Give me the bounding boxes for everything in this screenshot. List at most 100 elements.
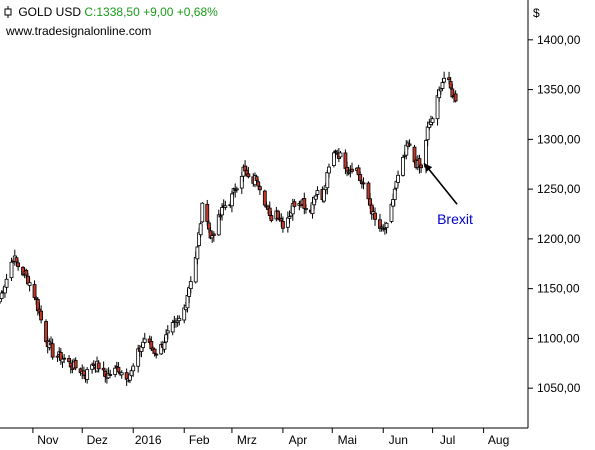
candle-body [438,88,443,92]
candle-body [27,282,32,286]
candle-body [62,357,67,360]
candle-body [325,171,330,189]
source-url: www.tradesignalonline.com [6,24,152,38]
candle-body [425,126,430,141]
y-tick-label: 1100,00 [537,331,580,345]
candle-body [170,322,175,333]
candle-body [142,338,147,343]
candle-body [32,284,37,298]
y-tick-label: 1400,00 [537,33,581,47]
candle-body [292,201,297,207]
candle-body [165,330,170,334]
candle-body [81,370,86,376]
candle-body [91,363,96,366]
candle-body [356,167,361,176]
candle-body [0,298,2,303]
candle-body [50,343,55,358]
candle-body [440,82,445,89]
candle-body [131,365,136,372]
x-tick-label: Mai [338,433,357,447]
y-tick-label: 1300,00 [537,132,581,146]
candle-body [281,221,285,229]
candle-body [4,278,9,288]
candle-body [256,181,261,187]
candle-body [185,294,190,309]
x-tick-label: 2016 [135,433,162,447]
candle-body [206,222,211,230]
candle-body [113,367,118,375]
annotation-arrow [423,162,458,205]
candle-body [447,77,451,81]
chart-title: GOLD USD [18,5,82,19]
candle-body [279,218,284,222]
candle-body [39,310,44,321]
candle-body [391,199,396,207]
candle-body [24,269,29,276]
candle-body [164,334,169,343]
candle-body [16,262,20,268]
candle-body [322,188,326,202]
candle-body [210,235,215,239]
candle-body [345,166,349,172]
candle-body [419,164,423,169]
candle-body [262,190,267,206]
candle-body [216,214,221,236]
candle-body [67,357,71,362]
candle-body [382,227,387,230]
candle-body [188,281,193,290]
candle-body [220,207,224,216]
candle-body [346,171,351,174]
candle-body [254,176,259,181]
candle-body [404,144,409,156]
candle-body [200,202,205,223]
candle-body [234,188,239,191]
candle-body [392,188,397,200]
candle-body [175,320,180,323]
candle-body [116,366,121,373]
candle-body [246,173,251,178]
candle-body [124,372,129,380]
candle-body [85,369,90,380]
y-tick-label: 1150,00 [537,282,580,296]
candle-body [152,348,157,354]
candle-body [14,257,19,263]
x-tick-label: Nov [37,433,58,447]
candle-body [195,246,200,260]
candle-body [198,223,203,236]
candle-body [223,205,228,208]
candle-body [267,207,272,216]
candle-body [424,140,428,168]
y-tick-label: 1200,00 [537,232,581,246]
candle-body [44,321,48,343]
candle-body [302,198,307,209]
y-tick-label: 1250,00 [537,182,581,196]
candle-body [73,360,78,369]
candle-body [453,93,458,102]
chart-header: GOLD USD C:1338,50 +9,00 +0,68% [3,5,218,19]
candle-body [0,292,4,299]
candle-body [193,256,198,283]
candle-body [55,355,60,358]
candle-body [304,208,308,210]
x-tick-label: Dez [87,433,108,447]
x-tick-label: Feb [189,433,210,447]
candle-body [101,367,106,371]
candle-body [313,195,318,200]
candle-body [338,152,343,158]
candle-body [211,233,216,236]
candle-body [333,150,338,153]
candle-body [315,190,320,195]
candle-body [332,152,336,166]
quote-readout: C:1338,50 +9,00 +0,68% [84,5,218,19]
candle-body [373,212,377,220]
candle-body [269,215,274,221]
candle-body [276,210,280,220]
candle-body [9,261,14,279]
candle-body [239,175,244,189]
x-tick-label: Mrz [237,433,257,447]
candle-body [378,219,382,229]
y-tick-label: 1050,00 [537,381,581,395]
candle-body [384,222,389,229]
y-axis-unit-label: $ [533,6,540,20]
candle-body [287,216,292,219]
